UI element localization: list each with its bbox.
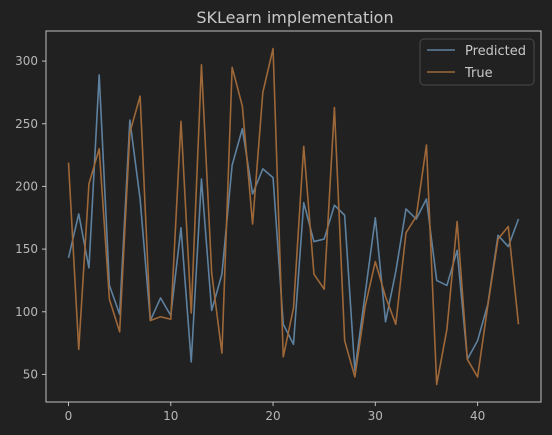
x-tick-label: 20: [265, 409, 280, 423]
series-line-true: [67, 47, 520, 386]
y-tick-label: 100: [15, 305, 38, 319]
x-tick-label: 30: [368, 409, 383, 423]
y-tick-label: 50: [23, 367, 38, 381]
y-tick-label: 200: [15, 179, 38, 193]
chart-title: SKLearn implementation: [196, 8, 393, 27]
x-tick-label: 40: [470, 409, 485, 423]
y-axis: 50 100 150 200 250 300: [15, 54, 46, 381]
x-tick-label: 0: [65, 409, 73, 423]
y-tick-label: 250: [15, 117, 38, 131]
legend-label-predicted: Predicted: [465, 44, 526, 59]
y-tick-label: 300: [15, 54, 38, 68]
legend-label-true: True: [464, 66, 493, 81]
x-axis: 0 10 20 30 40: [65, 402, 485, 423]
y-tick-label: 150: [15, 242, 38, 256]
series-lines: [67, 47, 520, 386]
series-line-predicted: [67, 74, 520, 372]
x-tick-label: 10: [163, 409, 178, 423]
legend: Predicted True: [419, 38, 535, 86]
